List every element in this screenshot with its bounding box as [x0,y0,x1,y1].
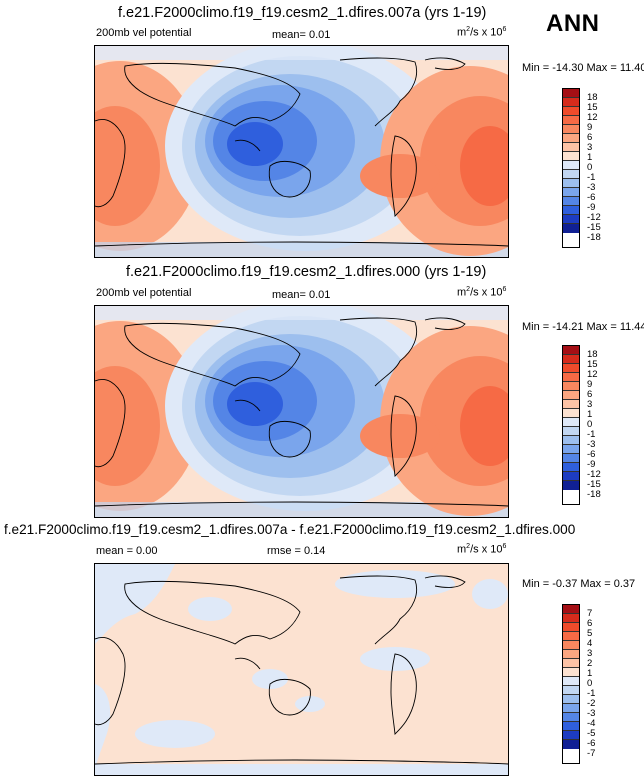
colorbar-tick: -15 [587,479,601,490]
colorbar-tick: 6 [587,618,593,629]
colorbar-tick: 0 [587,419,593,430]
panel-1-mean-label: mean= 0.01 [272,29,331,41]
colorbar-tick: 5 [587,628,593,639]
colorbar-tick: -4 [587,718,596,729]
colorbar-tick: -12 [587,469,601,480]
colorbar-tick: -1 [587,172,596,183]
season-label: ANN [546,10,600,37]
colorbar-tick: 3 [587,399,593,410]
panel-3-colorbar [562,604,580,764]
colorbar-tick: 15 [587,359,598,370]
colorbar-tick: -2 [587,698,596,709]
colorbar-tick: 18 [587,92,598,103]
colorbar-tick: -1 [587,688,596,699]
panel-2-map [94,305,509,518]
colorbar-tick: 6 [587,132,593,143]
colorbar-tick: -6 [587,738,596,749]
colorbar-tick: -6 [587,449,596,460]
colorbar-tick: 3 [587,142,593,153]
panel-2-minmax: Min = -14.21 Max = 11.44 [522,321,644,333]
colorbar-tick: 0 [587,678,593,689]
colorbar-tick: -3 [587,182,596,193]
colorbar-tick: 9 [587,379,593,390]
colorbar-tick: -18 [587,232,601,243]
panel-1-units: m2/s x 106 [457,26,507,39]
colorbar-tick: 18 [587,349,598,360]
colorbar-tick: 15 [587,102,598,113]
panel-2-variable-label: 200mb vel potential [96,287,192,299]
colorbar-tick: -5 [587,728,596,739]
colorbar-tick: 9 [587,122,593,133]
panel-2-colorbar [562,345,580,505]
colorbar-tick: -15 [587,222,601,233]
colorbar-tick: 1 [587,668,593,679]
panel-3-units: m2/s x 106 [457,543,507,556]
colorbar-tick: 7 [587,608,593,619]
panel-1-map [94,45,509,258]
panel-2-title: f.e21.F2000climo.f19_f19.cesm2_1.dfires.… [126,264,487,280]
panel-1-minmax: Min = -14.30 Max = 11.40 [522,62,644,74]
colorbar-tick: -9 [587,202,596,213]
panel-3-title: f.e21.F2000climo.f19_f19.cesm2_1.dfires.… [4,522,576,537]
colorbar-tick: -12 [587,212,601,223]
panel-2-mean-label: mean= 0.01 [272,289,331,301]
colorbar-tick: 12 [587,369,598,380]
colorbar-tick: -18 [587,489,601,500]
colorbar-tick: -7 [587,748,596,759]
colorbar-tick: 6 [587,389,593,400]
colorbar-tick: 1 [587,409,593,420]
panel-1-colorbar [562,88,580,248]
panel-3-rmse-label: rmse = 0.14 [267,545,326,557]
colorbar-tick: 12 [587,112,598,123]
colorbar-tick: 4 [587,638,593,649]
panel-3-minmax: Min = -0.37 Max = 0.37 [522,578,636,590]
panel-1-variable-label: 200mb vel potential [96,27,192,39]
panel-3-map [94,563,509,776]
colorbar-tick: -3 [587,708,596,719]
panel-1-title: f.e21.F2000climo.f19_f19.cesm2_1.dfires.… [118,5,487,21]
colorbar-tick: -3 [587,439,596,450]
panel-3-mean-label: mean = 0.00 [96,545,158,557]
colorbar-tick: 1 [587,152,593,163]
colorbar-tick: -1 [587,429,596,440]
colorbar-tick: 2 [587,658,593,669]
colorbar-tick: 0 [587,162,593,173]
colorbar-tick: -6 [587,192,596,203]
colorbar-tick: 3 [587,648,593,659]
panel-2-units: m2/s x 106 [457,286,507,299]
colorbar-tick: -9 [587,459,596,470]
